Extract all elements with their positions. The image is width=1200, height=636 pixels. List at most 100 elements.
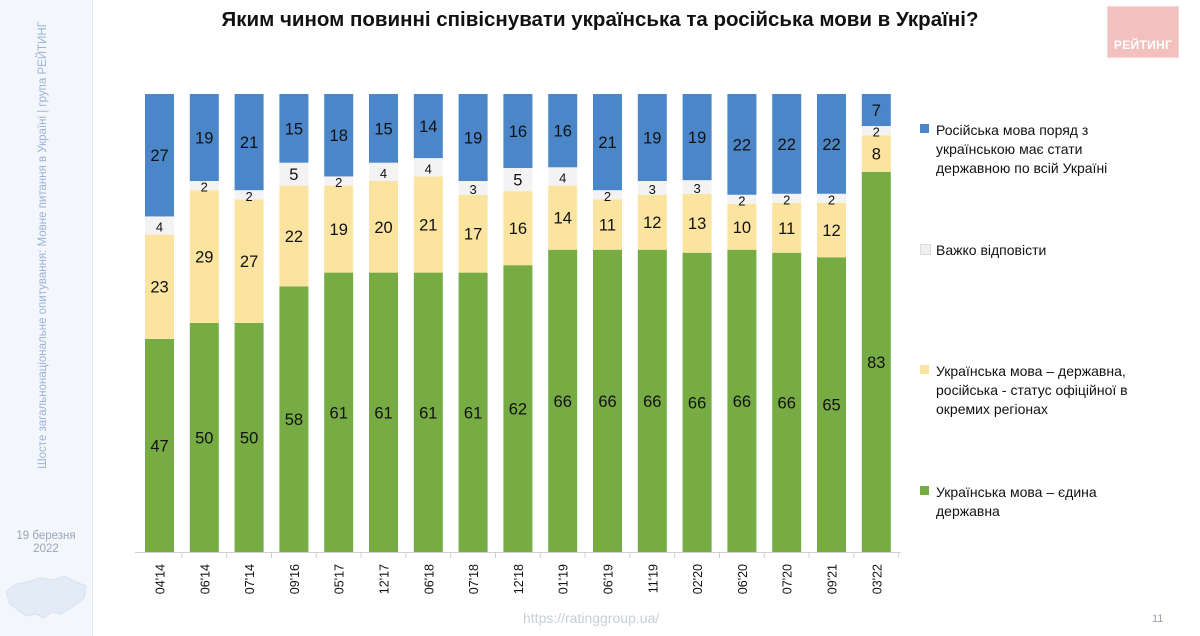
bar-segment-02-20-series-2 [682,180,712,194]
data-label-06-18-series-0: 61 [419,404,437,422]
legend-label: Українська мова – державна, російська - … [936,363,1128,417]
bar-segment-06-20-series-1 [727,203,757,250]
data-label-03-22-series-0: 83 [867,354,885,372]
legend-label: Українська мова – єдина державна [936,484,1097,519]
bar-segment-07-18-series-1 [458,194,488,273]
bar-segment-01-19-series-0 [548,249,578,552]
x-tick-label-06-14: 06'14 [198,564,212,594]
data-label-01-19-series-0: 66 [554,393,572,411]
data-label-09-16-series-0: 58 [285,411,303,429]
data-label-01-19-series-1: 14 [554,210,572,228]
bar-segment-07-20-series-0 [772,252,802,552]
bar-segment-12-17-series-0 [369,272,398,552]
data-label-12-18-series-0: 62 [509,401,527,419]
footer-url-link[interactable]: https://ratinggroup.ua/ [523,610,660,626]
data-label-02-20-series-0: 66 [688,394,706,412]
logo-text: РЕЙТИНГ [1113,38,1173,52]
bar-segment-12-18-series-2 [503,168,533,192]
bar-segment-01-19-series-1 [548,185,578,250]
data-label-03-22-series-1: 8 [872,146,881,164]
data-label-06-18-series-1: 21 [419,217,437,235]
data-label-07-14-series-1: 27 [240,253,258,271]
data-label-06-20-series-2: 2 [738,193,745,208]
bar-segment-05-17-series-1 [324,185,354,273]
bar-segment-02-20-series-0 [682,252,712,552]
data-label-11-19-series-3: 19 [643,130,661,148]
chart-title: Яким чином повинні співіснувати українсь… [221,8,979,31]
x-tick-label-09-21: 09'21 [826,564,840,594]
bar-segment-09-21-series-0 [817,257,846,552]
bar-segment-04-14-series-3 [145,94,174,217]
data-label-06-20-series-0: 66 [733,393,751,411]
bar-segment-06-19-series-0 [593,249,622,552]
data-label-12-18-series-3: 16 [509,123,527,141]
bar-segment-11-19-series-3 [637,94,667,182]
bar-segment-09-16-series-0 [279,286,309,552]
data-label-07-20-series-1: 11 [778,220,795,238]
data-label-01-19-series-2: 4 [559,170,566,185]
date-label: 19 березня 2022 [0,530,92,556]
bar-segment-02-20-series-3 [682,94,712,181]
data-label-12-17-series-0: 61 [374,404,392,422]
bar-segment-06-14-series-3 [189,94,219,182]
bar-segment-12-18-series-0 [503,265,533,552]
x-tick-label-01-19: 01'19 [557,564,571,594]
bar-segment-06-19-series-2 [593,190,622,200]
x-tick-label-11-19: 11'19 [646,564,660,593]
data-label-09-16-series-2: 5 [289,166,298,184]
x-tick-label-07-20: 07'20 [781,564,795,594]
data-label-02-20-series-2: 3 [693,181,700,196]
data-label-07-14-series-0: 50 [240,430,258,448]
bar-segment-06-18-series-2 [413,158,443,177]
bar-segment-07-14-series-0 [234,323,264,552]
data-label-07-18-series-3: 19 [464,130,482,148]
data-label-09-21-series-2: 2 [828,192,835,207]
bar-segment-09-21-series-1 [817,202,846,258]
data-label-05-17-series-2: 2 [335,175,342,190]
data-label-06-20-series-3: 22 [733,136,751,154]
bar-segment-04-14-series-2 [145,216,174,235]
x-tick-label-12-17: 12'17 [378,564,392,594]
data-label-07-20-series-0: 66 [778,394,796,412]
data-label-05-17-series-3: 18 [330,127,348,145]
x-tick-label-06-19: 06'19 [602,564,616,594]
x-tick-label-06-20: 06'20 [736,564,750,594]
bar-segment-06-18-series-3 [413,94,443,159]
bar-segment-06-19-series-1 [593,199,622,250]
data-label-05-17-series-1: 19 [330,221,348,239]
data-label-02-20-series-3: 19 [688,129,706,147]
bar-segment-09-21-series-3 [817,94,846,194]
legend-swatch-grey [920,244,931,255]
x-tick-label-03-22: 03'22 [870,564,884,594]
data-label-09-21-series-0: 65 [822,397,840,415]
bar-segment-07-14-series-1 [234,199,264,323]
data-label-12-17-series-1: 20 [374,219,392,237]
data-label-06-18-series-2: 4 [425,161,432,176]
bar-segment-03-22-series-2 [861,126,891,136]
page-number: 11 [1152,613,1164,625]
data-label-06-14-series-3: 19 [195,130,213,148]
bar-segment-09-16-series-1 [279,185,309,287]
data-label-09-21-series-3: 22 [822,136,840,154]
x-tick-label-12-18: 12'18 [512,564,526,594]
data-label-01-19-series-3: 16 [554,123,572,141]
bar-segment-12-18-series-3 [503,94,533,169]
data-label-09-16-series-1: 22 [285,228,303,246]
x-tick-label-07-18: 07'18 [467,564,481,594]
data-label-03-22-series-2: 2 [873,125,880,140]
data-label-04-14-series-2: 4 [156,220,163,235]
data-label-07-18-series-2: 3 [469,182,476,197]
bar-segment-03-22-series-3 [861,94,891,127]
data-label-05-17-series-0: 61 [330,404,348,422]
bar-segment-11-19-series-2 [637,181,667,195]
legend-swatch-green [920,486,929,495]
x-tick-label-04-14: 04'14 [154,564,168,594]
data-label-06-19-series-2: 2 [604,189,611,204]
bar-segment-07-18-series-0 [458,272,488,552]
bar-segment-11-19-series-0 [637,249,667,552]
data-label-06-14-series-0: 50 [195,430,213,448]
bar-segment-05-17-series-0 [324,272,354,552]
legend-label: Важко відповісти [936,242,1047,258]
bar-segment-12-18-series-1 [503,191,533,266]
bar-segment-09-16-series-2 [279,162,309,186]
